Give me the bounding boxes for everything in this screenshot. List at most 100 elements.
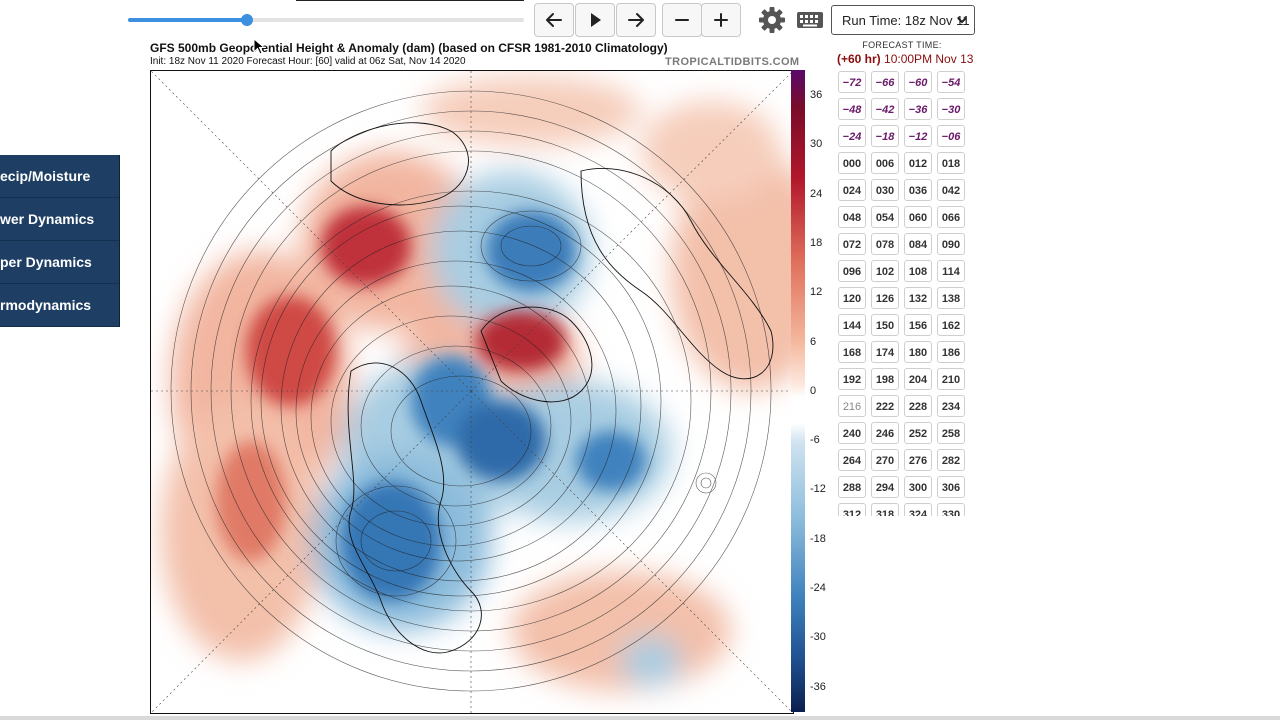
- forecast-hour-button[interactable]: 054: [871, 206, 899, 228]
- forecast-hour-button[interactable]: 240: [838, 422, 866, 444]
- forecast-hour-button[interactable]: 036: [904, 179, 932, 201]
- run-time-value: Run Time: 18z Nov 11: [842, 12, 970, 28]
- forecast-hour-button[interactable]: −06: [937, 125, 965, 147]
- forecast-hour-button[interactable]: 156: [904, 314, 932, 336]
- forecast-hour-button[interactable]: 324: [904, 503, 932, 516]
- forecast-hour-button[interactable]: 078: [871, 233, 899, 255]
- forecast-hour-button[interactable]: 288: [838, 476, 866, 498]
- forecast-hour-button[interactable]: −18: [871, 125, 899, 147]
- forecast-hour-button[interactable]: 294: [871, 476, 899, 498]
- sidebar-item-lower-dynamics[interactable]: wer Dynamics: [0, 198, 119, 241]
- forecast-hour-button[interactable]: 264: [838, 449, 866, 471]
- sidebar-item-upper-dynamics[interactable]: per Dynamics: [0, 241, 119, 284]
- forecast-hour-button[interactable]: −54: [937, 71, 965, 93]
- color-bar-tick-label: -30: [810, 631, 826, 644]
- forecast-hour-button[interactable]: −42: [871, 98, 899, 120]
- forecast-hour-button[interactable]: 030: [871, 179, 899, 201]
- forecast-hour-button[interactable]: 318: [871, 503, 899, 516]
- forecast-hour-button[interactable]: −24: [838, 125, 866, 147]
- forecast-hour-button[interactable]: 024: [838, 179, 866, 201]
- forecast-hour-button[interactable]: 126: [871, 287, 899, 309]
- forecast-hour-button[interactable]: 072: [838, 233, 866, 255]
- forecast-hour-button[interactable]: 270: [871, 449, 899, 471]
- slider-thumb[interactable]: [240, 14, 253, 26]
- forecast-hour-button[interactable]: 186: [937, 341, 965, 363]
- forecast-hour-button[interactable]: 252: [904, 422, 932, 444]
- forecast-hour-button[interactable]: 096: [838, 260, 866, 282]
- forecast-hour-button[interactable]: −12: [904, 125, 932, 147]
- color-bar-tick-label: 12: [810, 286, 823, 299]
- forecast-hour-button[interactable]: 204: [904, 368, 932, 390]
- map-subtitle: Init: 18z Nov 11 2020 Forecast Hour: [60…: [150, 56, 466, 67]
- sidebar-item-precip-moisture[interactable]: ecip/Moisture: [0, 155, 119, 198]
- forecast-hour-button[interactable]: 258: [937, 422, 965, 444]
- forecast-hour-button[interactable]: 234: [937, 395, 965, 417]
- forecast-hour-button[interactable]: 138: [937, 287, 965, 309]
- forecast-hour-button[interactable]: −72: [838, 71, 866, 93]
- forecast-hour-button[interactable]: 246: [871, 422, 899, 444]
- zoom-out-button[interactable]: [662, 3, 702, 37]
- forecast-hour-button[interactable]: −36: [904, 98, 932, 120]
- zoom-in-button[interactable]: [701, 3, 741, 37]
- forecast-time-value: (+60 hr) 10:00PM Nov 13: [837, 52, 974, 66]
- forecast-hour-button[interactable]: 102: [871, 260, 899, 282]
- forecast-hour-button[interactable]: 174: [871, 341, 899, 363]
- forecast-hour-button[interactable]: 222: [871, 395, 899, 417]
- forecast-hour-button[interactable]: 306: [937, 476, 965, 498]
- forecast-hour-button[interactable]: 228: [904, 395, 932, 417]
- color-bar-tick-label: 0: [810, 384, 817, 397]
- forecast-hour-button[interactable]: 144: [838, 314, 866, 336]
- gear-icon: [759, 7, 785, 33]
- forecast-hour-button[interactable]: 300: [904, 476, 932, 498]
- color-bar-tick-label: -6: [810, 434, 820, 447]
- forecast-hour-button[interactable]: 282: [937, 449, 965, 471]
- chevron-down-icon: [957, 17, 967, 24]
- forecast-hour-button[interactable]: 012: [904, 152, 932, 174]
- forecast-hour-button[interactable]: 084: [904, 233, 932, 255]
- forecast-hour-button[interactable]: 108: [904, 260, 932, 282]
- forecast-hour-button[interactable]: 330: [937, 503, 965, 516]
- forecast-hour-button[interactable]: 312: [838, 503, 866, 516]
- settings-button[interactable]: [756, 4, 788, 36]
- forecast-hour-button[interactable]: 120: [838, 287, 866, 309]
- forecast-hour-button[interactable]: 276: [904, 449, 932, 471]
- window-bottom-edge: [0, 716, 1280, 720]
- color-bar-tick-label: -18: [810, 532, 826, 545]
- forecast-hour-button[interactable]: −66: [871, 71, 899, 93]
- forecast-datetime: 10:00PM Nov 13: [884, 52, 974, 66]
- forecast-hour-button[interactable]: 168: [838, 341, 866, 363]
- play-button[interactable]: [575, 3, 615, 37]
- forecast-hour-button[interactable]: 198: [871, 368, 899, 390]
- forecast-hour-button[interactable]: 090: [937, 233, 965, 255]
- forecast-hour-button[interactable]: −60: [904, 71, 932, 93]
- forecast-hour-button[interactable]: 018: [937, 152, 965, 174]
- forecast-hour-button[interactable]: −30: [937, 98, 965, 120]
- forecast-hour-button[interactable]: 060: [904, 206, 932, 228]
- forecast-hour-button[interactable]: 042: [937, 179, 965, 201]
- previous-frame-button[interactable]: [534, 3, 574, 37]
- forecast-hour-button[interactable]: 192: [838, 368, 866, 390]
- next-frame-button[interactable]: [616, 3, 656, 37]
- keyboard-shortcuts-button[interactable]: [794, 4, 826, 36]
- forecast-hour-button[interactable]: 066: [937, 206, 965, 228]
- forecast-hour-button[interactable]: −48: [838, 98, 866, 120]
- forecast-hour-button[interactable]: 180: [904, 341, 932, 363]
- sidebar-item-thermodynamics[interactable]: rmodynamics: [0, 284, 119, 327]
- forecast-hour-button[interactable]: 000: [838, 152, 866, 174]
- forecast-hour-button[interactable]: 006: [871, 152, 899, 174]
- forecast-hour-button[interactable]: 210: [937, 368, 965, 390]
- forecast-hour-button[interactable]: 132: [904, 287, 932, 309]
- forecast-hour-button[interactable]: 048: [838, 206, 866, 228]
- forecast-hour-button[interactable]: 150: [871, 314, 899, 336]
- forecast-hour-button[interactable]: 216: [838, 395, 866, 417]
- color-bar-tick-label: -36: [810, 680, 826, 693]
- forecast-time-heading: FORECAST TIME:: [862, 40, 942, 50]
- color-bar-tick-label: 24: [810, 187, 823, 200]
- forecast-slider[interactable]: [128, 14, 524, 26]
- forecast-hour-button[interactable]: 114: [937, 260, 965, 282]
- slider-track[interactable]: [128, 18, 524, 22]
- run-time-select[interactable]: Run Time: 18z Nov 11: [831, 5, 975, 35]
- forecast-hour-button[interactable]: 162: [937, 314, 965, 336]
- minus-icon: [675, 19, 689, 21]
- keyboard-icon: [797, 12, 823, 28]
